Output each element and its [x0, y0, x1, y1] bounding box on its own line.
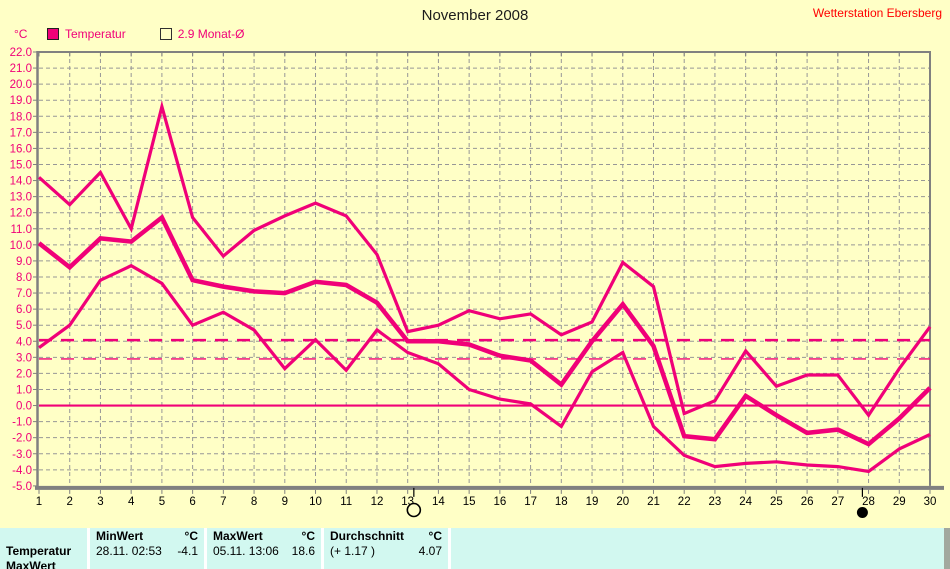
durchschnitt-title: Durchschnitt [330, 529, 405, 543]
info-col-rowlabels: Temperatur MaxWert [0, 528, 87, 569]
filled-square-swatch-icon [47, 28, 59, 40]
x-tick-label: 3 [97, 496, 103, 508]
y-tick-label: 22.0 [10, 47, 32, 59]
x-tick-label: 4 [128, 496, 135, 508]
legend-label: Temperatur [65, 27, 126, 41]
info-col-empty [451, 528, 944, 569]
y-tick-label: -5.0 [12, 481, 32, 493]
minwert-unit: °C [184, 529, 198, 543]
y-tick-label: -3.0 [12, 449, 32, 461]
x-tick-label: 28 [862, 496, 875, 508]
info-col-minwert: MinWert °C 28.11. 02:53 -4.1 [90, 528, 204, 569]
info-row-label: Temperatur [6, 544, 72, 558]
x-tick-label: 14 [432, 496, 445, 508]
y-tick-label: 4.0 [16, 336, 32, 348]
x-tick-label: 20 [616, 496, 629, 508]
x-tick-label: 12 [371, 496, 384, 508]
x-tick-label: 23 [709, 496, 722, 508]
station-name: Wetterstation Ebersberg [812, 6, 942, 20]
maxwert-title: MaxWert [213, 529, 263, 543]
durchschnitt-deviation: (+ 1.17 ) [330, 544, 376, 558]
y-tick-label: -1.0 [12, 417, 32, 429]
y-tick-label: 11.0 [10, 224, 32, 236]
legend-item-monatsmittel: 2.9 Monat-Ø [159, 27, 245, 41]
legend-item-temperatur: Temperatur [47, 27, 126, 41]
x-tick-label: 11 [340, 496, 352, 508]
x-tick-label: 22 [678, 496, 691, 508]
temperature-line-chart: 22.021.020.019.018.017.016.015.014.013.0… [10, 47, 944, 518]
x-tick-label: 21 [647, 496, 660, 508]
x-tick-label: 15 [463, 496, 476, 508]
maxwert-unit: °C [301, 529, 315, 543]
durchschnitt-value: 4.07 [418, 544, 442, 558]
x-tick-label: 2 [67, 496, 73, 508]
y-tick-label: 13.0 [10, 192, 32, 204]
x-tick-label: 16 [493, 496, 506, 508]
y-tick-label: 17.0 [10, 127, 32, 139]
y-tick-label: 18.0 [10, 111, 32, 123]
y-tick-label: 3.0 [16, 352, 32, 364]
temperature-daily-max-line [37, 100, 932, 418]
x-tick-label: 8 [251, 496, 257, 508]
x-tick-label: 17 [524, 496, 537, 508]
x-tick-label: 18 [555, 496, 568, 508]
x-tick-label: 26 [801, 496, 814, 508]
x-tick-label: 6 [189, 496, 195, 508]
y-axis-unit-label: °C [14, 27, 28, 41]
y-tick-label: 1.0 [16, 384, 32, 396]
x-tick-label: 7 [220, 496, 226, 508]
x-tick-label: 25 [770, 496, 783, 508]
maxwert-datetime: 05.11. 13:06 [213, 544, 279, 558]
y-tick-label: 5.0 [16, 320, 32, 332]
y-tick-label: 2.0 [16, 368, 32, 380]
y-tick-label: 16.0 [10, 143, 32, 155]
x-tick-label: 24 [739, 496, 752, 508]
outline-square-swatch-icon [159, 28, 172, 40]
temperature-daily-mean-line [37, 214, 932, 447]
x-tick-label: 30 [924, 496, 937, 508]
y-tick-label: 15.0 [10, 159, 32, 171]
legend: Temperatur 2.9 Monat-Ø [47, 27, 270, 41]
window-edge-strip [944, 528, 950, 569]
minwert-title: MinWert [96, 529, 144, 543]
info-col-maxwert: MaxWert °C 05.11. 13:06 18.6 [207, 528, 321, 569]
y-tick-label: 12.0 [10, 208, 32, 220]
y-tick-label: 20.0 [10, 79, 32, 91]
y-tick-label: 9.0 [16, 256, 32, 268]
info-col-durchschnitt: Durchschnitt °C (+ 1.17 ) 4.07 [324, 528, 448, 569]
durchschnitt-unit: °C [428, 529, 442, 543]
x-tick-label: 29 [893, 496, 906, 508]
minwert-value: -4.1 [177, 544, 198, 558]
legend-label: 2.9 Monat-Ø [177, 27, 245, 41]
y-tick-label: 0.0 [16, 401, 32, 413]
y-tick-label: 19.0 [10, 95, 32, 107]
temperature-daily-min-line [38, 263, 931, 474]
y-tick-label: 6.0 [16, 304, 32, 316]
x-tick-label: 27 [831, 496, 844, 508]
x-tick-label: 19 [586, 496, 599, 508]
info-header-empty [0, 528, 87, 543]
minwert-datetime: 28.11. 02:53 [96, 544, 162, 558]
x-tick-label: 9 [282, 496, 288, 508]
x-tick-label: 5 [159, 496, 165, 508]
info-next-row-label-clipped: MaxWert [6, 559, 56, 569]
new-moon-icon [856, 507, 868, 518]
y-tick-label: -4.0 [12, 465, 32, 477]
x-tick-label: 10 [309, 496, 322, 508]
full-moon-icon [406, 502, 422, 518]
y-tick-label: 8.0 [16, 272, 32, 284]
y-tick-label: 21.0 [10, 63, 32, 75]
y-tick-label: 14.0 [10, 176, 32, 188]
x-axis-line [35, 485, 944, 490]
maxwert-value: 18.6 [291, 544, 315, 558]
x-tick-label: 1 [36, 496, 42, 508]
y-tick-label: 7.0 [16, 288, 32, 300]
y-tick-label: 10.0 [10, 240, 32, 252]
y-tick-label: -2.0 [12, 433, 32, 445]
chart-title: November 2008 [421, 7, 529, 24]
info-table: Temperatur MaxWert MinWert °C 28.11. 02:… [0, 528, 944, 569]
